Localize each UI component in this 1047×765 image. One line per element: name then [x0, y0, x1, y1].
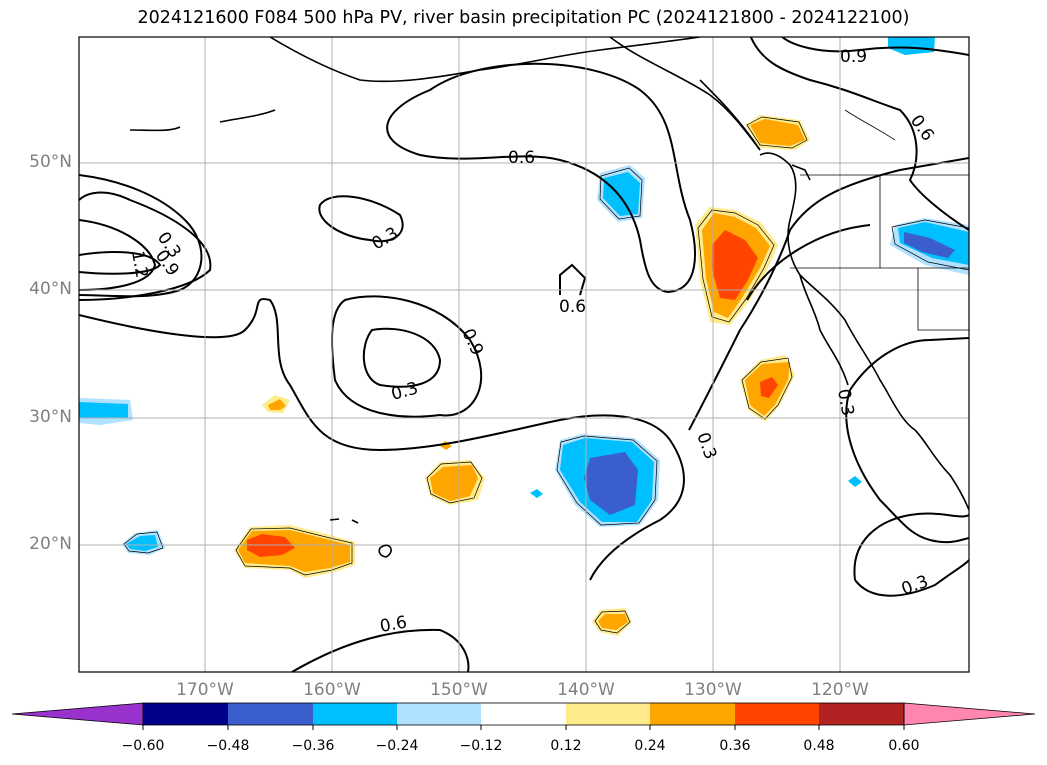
- contour-label: 0.3: [899, 572, 931, 600]
- colorbar-segment: [650, 703, 735, 725]
- lon-label: 120°W: [811, 680, 869, 700]
- coastlines: [129, 37, 969, 558]
- contour-label: 0.6: [906, 111, 938, 145]
- lon-label: 170°W: [176, 680, 234, 700]
- colorbar-segment: [566, 703, 650, 725]
- colorbar-tick-label: 0.60: [888, 738, 920, 754]
- lat-label: 20°N: [29, 534, 72, 554]
- contour-label: 0.6: [559, 297, 586, 317]
- precip-fill-positive: [234, 115, 810, 636]
- map-title: 2024121600 F084 500 hPa PV, river basin …: [137, 8, 910, 28]
- contour-label: 0.9: [840, 47, 867, 67]
- colorbar-tick-label: 0.12: [550, 738, 582, 754]
- contour-label: 1.2: [127, 249, 151, 279]
- lat-label: 50°N: [29, 152, 72, 172]
- colorbar-segment: [143, 703, 228, 725]
- contour-label: 0.3: [833, 387, 857, 417]
- pv-contours: [79, 37, 969, 672]
- precip-outlines: [123, 116, 969, 634]
- colorbar-tick-label: 0.36: [719, 738, 751, 754]
- lat-label: 40°N: [29, 279, 72, 299]
- colorbar-segment: [397, 703, 481, 725]
- map-frame: [78, 36, 970, 673]
- colorbar-tick-label: 0.24: [634, 738, 666, 754]
- lon-label: 140°W: [557, 680, 615, 700]
- colorbar-tick-label: −0.36: [291, 738, 335, 754]
- contour-label: 0.3: [692, 430, 720, 462]
- colorbar-tick-label: −0.12: [459, 738, 503, 754]
- colorbar-ticks: [142, 725, 905, 730]
- precip-fill-negative: [79, 37, 969, 555]
- colorbar-extend-high: [903, 702, 1036, 726]
- contour-label: 0.6: [378, 613, 408, 637]
- colorbar-tick-label: 0.48: [803, 738, 835, 754]
- colorbar-segment: [481, 703, 566, 725]
- colorbar-extend-low: [11, 702, 144, 726]
- colorbar: [11, 702, 1036, 730]
- lon-label: 160°W: [303, 680, 361, 700]
- colorbar-frame: [142, 702, 905, 726]
- contour-label: 0.3: [389, 379, 420, 405]
- colorbar-segment: [735, 703, 819, 725]
- colorbar-segment: [228, 703, 313, 725]
- colorbar-segment: [819, 703, 904, 725]
- lon-label: 130°W: [684, 680, 742, 700]
- colorbar-segment: [313, 703, 397, 725]
- contour-label: 0.3: [369, 223, 402, 254]
- colorbar-tick-label: −0.48: [206, 738, 250, 754]
- graticule: [79, 37, 969, 672]
- map-area: [79, 37, 969, 672]
- contour-label: 0.6: [508, 148, 535, 168]
- borders: [790, 109, 969, 331]
- colorbar-tick-label: −0.60: [121, 738, 165, 754]
- lat-label: 30°N: [29, 407, 72, 427]
- colorbar-tick-label: −0.24: [375, 738, 419, 754]
- lon-label: 150°W: [430, 680, 488, 700]
